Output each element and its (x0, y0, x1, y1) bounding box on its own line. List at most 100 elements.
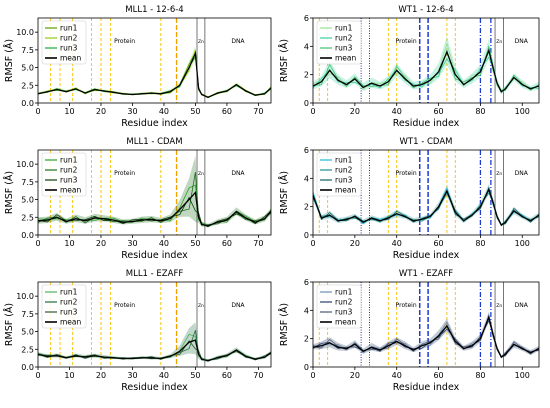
x-axis-label: Residue index (121, 118, 188, 129)
x-tick-label: 20 (96, 107, 106, 116)
axes-frame (312, 281, 540, 368)
y-tick-label: 2.5 (21, 81, 34, 90)
legend-label-run1: run1 (335, 156, 353, 165)
panel-3: Protein Zn DNA 0 10 20 30 40 50 60 70 0.0 2.5 5.0 7.5 1… (3, 137, 272, 261)
y-tick-label: 6 (304, 278, 309, 287)
y-tick-label: 10.0 (16, 292, 34, 301)
axes-frame (37, 149, 272, 236)
region-label-dna: DNA (515, 302, 529, 309)
legend-label-run3: run3 (335, 44, 353, 53)
region-label-protein: Protein (114, 170, 135, 177)
mean-line (38, 339, 271, 362)
region-label-dna: DNA (231, 38, 245, 45)
legend-label-run1: run1 (60, 24, 78, 33)
y-tick-label: 2.5 (21, 345, 34, 354)
legend-label-run3: run3 (335, 308, 353, 317)
y-tick-label: 2 (304, 335, 309, 344)
mean-line (313, 48, 539, 93)
x-axis-label: Residue index (393, 118, 460, 129)
legend-label-run2: run2 (60, 298, 78, 307)
legend-box (316, 152, 362, 197)
x-tick-label: 20 (350, 239, 360, 248)
x-tick-label: 60 (222, 239, 232, 248)
legend-label-mean: mean (60, 54, 82, 63)
legend-label-run2: run2 (335, 34, 353, 43)
x-tick-label: 80 (475, 371, 485, 380)
legend-label-run1: run1 (335, 288, 353, 297)
x-axis-label: Residue index (121, 250, 188, 261)
legend-box (41, 284, 87, 329)
legend-label-mean: mean (60, 318, 82, 327)
region-label-zn: Zn (496, 303, 502, 309)
legend-label-run2: run2 (335, 298, 353, 307)
legend-label-run2: run2 (60, 166, 78, 175)
legend-label-mean: mean (60, 186, 82, 195)
x-tick-label: 10 (64, 371, 74, 380)
x-tick-label: 70 (253, 107, 263, 116)
panel-title: WT1 - CDAM (400, 137, 453, 147)
x-tick-label: 0 (310, 107, 315, 116)
x-tick-label: 0 (35, 239, 40, 248)
x-tick-label: 30 (127, 239, 137, 248)
y-tick-label: 6 (304, 146, 309, 155)
x-tick-label: 80 (475, 239, 485, 248)
plot-area (38, 150, 271, 235)
x-tick-label: 60 (222, 107, 232, 116)
legend-label-mean: mean (335, 54, 357, 63)
panel-5: Protein Zn DNA 0 10 20 30 40 50 60 70 0.0 2.5 5.0 7.5 1… (3, 269, 272, 393)
panel-6: Protein Zn DNA 0 20 40 60 80 100 0 2 4 6 WT1 - EZAFF R… (278, 269, 540, 393)
panel-title: MLL1 - CDAM (126, 137, 182, 147)
plot-area (313, 18, 539, 103)
plot-area (313, 150, 539, 235)
axes-frame (37, 281, 272, 368)
legend-label-run3: run3 (60, 308, 78, 317)
y-tick-label: 2 (304, 203, 309, 212)
legend-box (41, 20, 87, 65)
y-tick-label: 5.0 (21, 196, 34, 205)
legend-box (316, 284, 362, 329)
legend-label-run1: run1 (60, 288, 78, 297)
x-tick-label: 0 (35, 107, 40, 116)
y-tick-label: 7.5 (21, 310, 34, 319)
x-axis-label: Residue index (393, 250, 460, 261)
legend-box (316, 20, 362, 65)
legend-label-run3: run3 (60, 176, 78, 185)
legend-label-run3: run3 (335, 176, 353, 185)
region-label-zn: Zn (496, 39, 502, 45)
region-label-dna: DNA (515, 170, 529, 177)
panel-title: WT1 - 12-6-4 (398, 5, 453, 15)
panel-title: MLL1 - 12-6-4 (125, 5, 183, 15)
y-tick-label: 5.0 (21, 328, 34, 337)
region-label-zn: Zn (198, 171, 204, 177)
spread-band (313, 36, 539, 94)
x-tick-label: 100 (515, 107, 530, 116)
y-tick-label: 0 (304, 99, 309, 108)
x-axis-label: Residue index (121, 382, 188, 393)
x-tick-label: 70 (253, 239, 263, 248)
legend-box (41, 152, 87, 197)
x-tick-label: 20 (350, 107, 360, 116)
y-axis-label: RMSF (Å) (278, 39, 290, 82)
panel-title: MLL1 - EZAFF (126, 269, 184, 279)
y-axis-label: RMSF (Å) (3, 303, 15, 346)
legend-label-run3: run3 (60, 44, 78, 53)
x-tick-label: 50 (190, 107, 200, 116)
x-tick-label: 30 (127, 371, 137, 380)
axes-frame (312, 149, 540, 236)
mean-line (38, 191, 271, 227)
spread-band (38, 155, 271, 228)
legend-label-run1: run1 (335, 24, 353, 33)
spread-band (313, 311, 539, 359)
x-tick-label: 0 (310, 371, 315, 380)
x-tick-label: 60 (433, 371, 443, 380)
region-label-dna: DNA (515, 38, 529, 45)
y-tick-label: 10.0 (16, 28, 34, 37)
y-tick-label: 0.0 (21, 231, 34, 240)
region-label-dna: DNA (231, 302, 245, 309)
y-tick-label: 0 (304, 363, 309, 372)
x-tick-label: 0 (310, 239, 315, 248)
y-tick-label: 0.0 (21, 99, 34, 108)
